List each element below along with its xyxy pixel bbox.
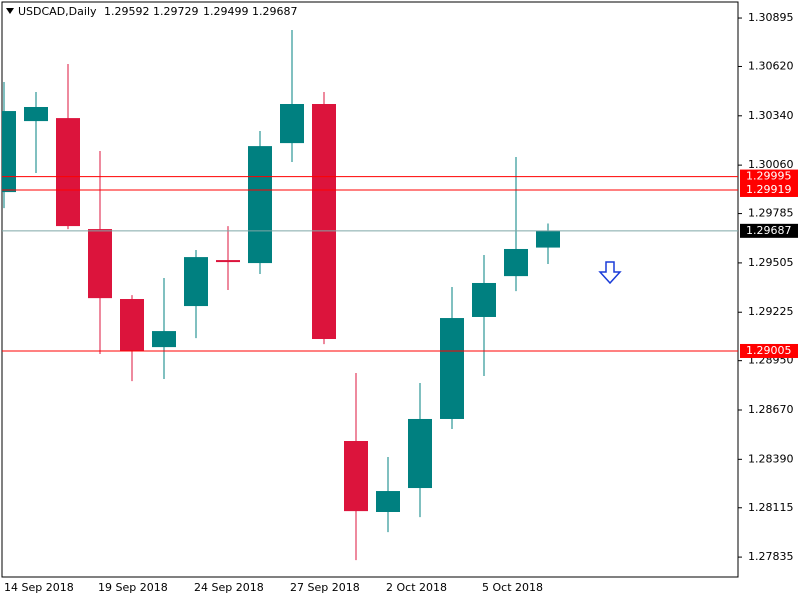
candle-body <box>504 248 528 277</box>
y-tick-label: 1.30895 <box>748 11 794 24</box>
candle-body <box>248 146 272 264</box>
plot-area <box>2 30 560 561</box>
header-close: 1.29687 <box>252 5 298 18</box>
symbol-menu-icon[interactable] <box>6 8 14 14</box>
level-label: 1.29919 <box>746 183 792 196</box>
candle-body <box>344 441 368 512</box>
chart-title: USDCAD,Daily <box>18 5 97 18</box>
candle-body <box>120 299 144 351</box>
y-tick-label: 1.27835 <box>748 550 794 563</box>
plot-frame <box>1 1 739 578</box>
candle-body <box>184 257 208 307</box>
x-tick-label: 2 Oct 2018 <box>386 581 447 594</box>
candle-body <box>24 106 48 122</box>
x-tick-label: 19 Sep 2018 <box>98 581 168 594</box>
candle-body <box>440 318 464 419</box>
level-label-bg <box>740 169 798 184</box>
x-tick-label: 27 Sep 2018 <box>290 581 360 594</box>
x-tick-label: 24 Sep 2018 <box>194 581 264 594</box>
candle-body <box>376 491 400 512</box>
y-tick-label: 1.30620 <box>748 59 794 72</box>
candle-body <box>56 118 80 227</box>
y-tick-label: 1.28115 <box>748 501 794 514</box>
level-label-bg <box>740 343 798 358</box>
header-high: 1.29729 <box>153 5 199 18</box>
y-tick-label: 1.28670 <box>748 403 794 416</box>
candle-body <box>2 111 16 193</box>
y-tick-label: 1.29505 <box>748 256 794 269</box>
candle-body <box>536 230 560 248</box>
candle-body <box>88 229 112 299</box>
x-tick-label: 5 Oct 2018 <box>482 581 543 594</box>
y-tick-label: 1.30340 <box>748 109 794 122</box>
price-label-bg <box>740 223 798 238</box>
header-open: 1.29592 <box>104 5 150 18</box>
y-tick-label: 1.28390 <box>748 452 794 465</box>
level-label-bg <box>740 182 798 197</box>
header-low: 1.29499 <box>203 5 249 18</box>
y-tick-label: 1.29225 <box>748 305 794 318</box>
candle-body <box>472 282 496 317</box>
candle-body <box>216 260 240 263</box>
y-tick-label: 1.29785 <box>748 207 794 220</box>
candle-body <box>280 103 304 144</box>
level-label: 1.29005 <box>746 344 792 357</box>
candle-body <box>152 331 176 348</box>
candle-body <box>408 418 432 489</box>
x-tick-label: 14 Sep 2018 <box>4 581 74 594</box>
y-tick-label: 1.30060 <box>748 158 794 171</box>
candle-body <box>312 103 336 340</box>
sell-arrow <box>598 261 622 285</box>
level-label: 1.29995 <box>746 170 792 183</box>
price-label: 1.29687 <box>746 224 792 237</box>
